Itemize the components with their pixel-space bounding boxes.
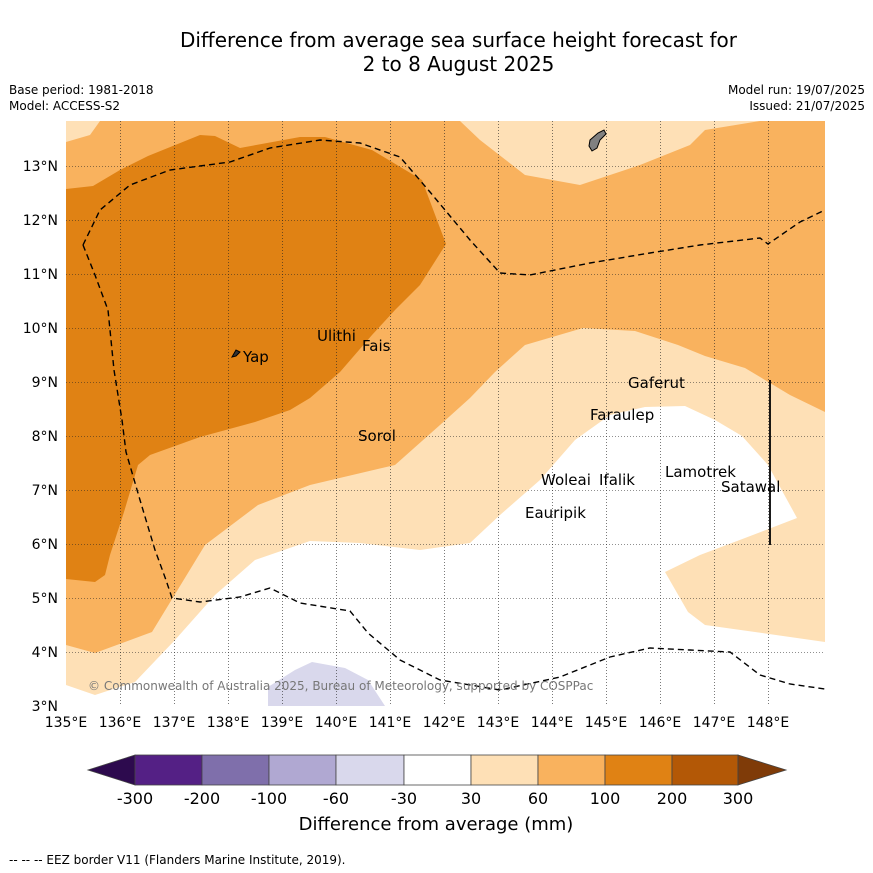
colorbar-label-8: 100 (590, 789, 621, 808)
colorbar-label-3: -100 (251, 789, 287, 808)
title-line-2: 2 to 8 August 2025 (362, 52, 555, 76)
colorbar-bin-9 (671, 754, 739, 786)
place-satawal: Satawal (721, 478, 780, 496)
place-gaferut: Gaferut (628, 374, 685, 392)
eez-border-west (82, 244, 825, 691)
place-lamotrek: Lamotrek (665, 463, 736, 481)
model-run: Model run: 19/07/2025 (727, 83, 865, 97)
lon-label-138: 138°E (207, 715, 250, 731)
lat-label-4: 4°N (32, 645, 58, 661)
lat-label-8: 8°N (32, 429, 58, 445)
colorbar-bin-5 (403, 754, 472, 786)
colorbar-label-2: -200 (184, 789, 220, 808)
colorbar-max-extend (737, 754, 788, 786)
colorbar-bin-3 (268, 754, 337, 786)
colorbar-bin-7 (537, 754, 606, 786)
field-100-200 (66, 135, 446, 582)
map-title: Difference from average sea surface heig… (0, 28, 873, 76)
lon-label-141: 141°E (369, 715, 412, 731)
field-30-60-north (460, 121, 760, 185)
copyright-text: © Commonwealth of Australia 2025, Bureau… (88, 679, 593, 693)
colorbar-label-9: 200 (657, 789, 688, 808)
colorbar-bin-1 (134, 754, 203, 786)
meta-right: Model run: 19/07/2025 Issued: 21/07/2025 (728, 82, 865, 114)
colorbar-bin-4 (335, 754, 405, 786)
place-eauripik: Eauripik (525, 504, 586, 522)
lat-label-11: 11°N (23, 267, 58, 283)
field-30-60-nw (66, 121, 100, 142)
colorbar-label-10: 300 (723, 789, 754, 808)
field-neg-30-60 (268, 662, 385, 706)
lon-label-147: 147°E (693, 715, 736, 731)
colorbar-title: Difference from average (mm) (299, 814, 574, 835)
meta-left: Base period: 1981-2018 Model: ACCESS-S2 (9, 82, 154, 114)
lon-label-144: 144°E (531, 715, 574, 731)
colorbar-label-7: 60 (528, 789, 548, 808)
colorbar (86, 754, 788, 786)
model-name: Model: ACCESS-S2 (9, 99, 121, 113)
lon-label-137: 137°E (153, 715, 196, 731)
base-period: Base period: 1981-2018 (9, 83, 154, 97)
lat-label-7: 7°N (32, 483, 58, 499)
lat-label-10: 10°N (23, 321, 58, 337)
lon-label-146: 146°E (639, 715, 682, 731)
lon-label-135: 135°E (45, 715, 88, 731)
eez-border (82, 139, 825, 276)
lon-label-136: 136°E (99, 715, 142, 731)
colorbar-bin-8 (604, 754, 673, 786)
place-yap: Yap (242, 348, 269, 366)
lat-label-13: 13°N (23, 159, 58, 175)
issued-date: Issued: 21/07/2025 (749, 99, 865, 113)
lat-label-3: 3°N (32, 699, 58, 715)
colorbar-label-5: -30 (391, 789, 417, 808)
lon-label-148: 148°E (747, 715, 790, 731)
lon-label-140: 140°E (315, 715, 358, 731)
place-faraulep: Faraulep (590, 406, 654, 424)
eez-footnote: -- -- -- EEZ border V11 (Flanders Marine… (9, 853, 346, 867)
colorbar-label-6: 30 (461, 789, 481, 808)
lat-label-9: 9°N (32, 375, 58, 391)
yap-island (230, 349, 241, 358)
map-fields: Yap Ulithi Fais Sorol Gaferut Faraulep W… (66, 121, 825, 706)
lat-label-12: 12°N (23, 213, 58, 229)
colorbar-bin-2 (201, 754, 270, 786)
title-line-1: Difference from average sea surface heig… (179, 28, 738, 52)
place-ifalik: Ifalik (599, 471, 635, 489)
field-neutral (66, 406, 825, 706)
lon-label-142: 142°E (423, 715, 466, 731)
place-ulithi: Ulithi (317, 327, 356, 345)
lon-label-143: 143°E (477, 715, 520, 731)
lon-label-139: 139°E (261, 715, 304, 731)
lon-label-145: 145°E (585, 715, 628, 731)
colorbar-label-1: -300 (117, 789, 153, 808)
place-sorol: Sorol (358, 427, 396, 445)
colorbar-label-4: -60 (323, 789, 349, 808)
guam-island (588, 129, 607, 152)
place-woleai: Woleai (541, 471, 591, 489)
place-fais: Fais (362, 337, 391, 355)
colorbar-bin-6 (470, 754, 539, 786)
colorbar-min-extend (86, 754, 136, 786)
lat-label-5: 5°N (32, 591, 58, 607)
lat-label-6: 6°N (32, 537, 58, 553)
